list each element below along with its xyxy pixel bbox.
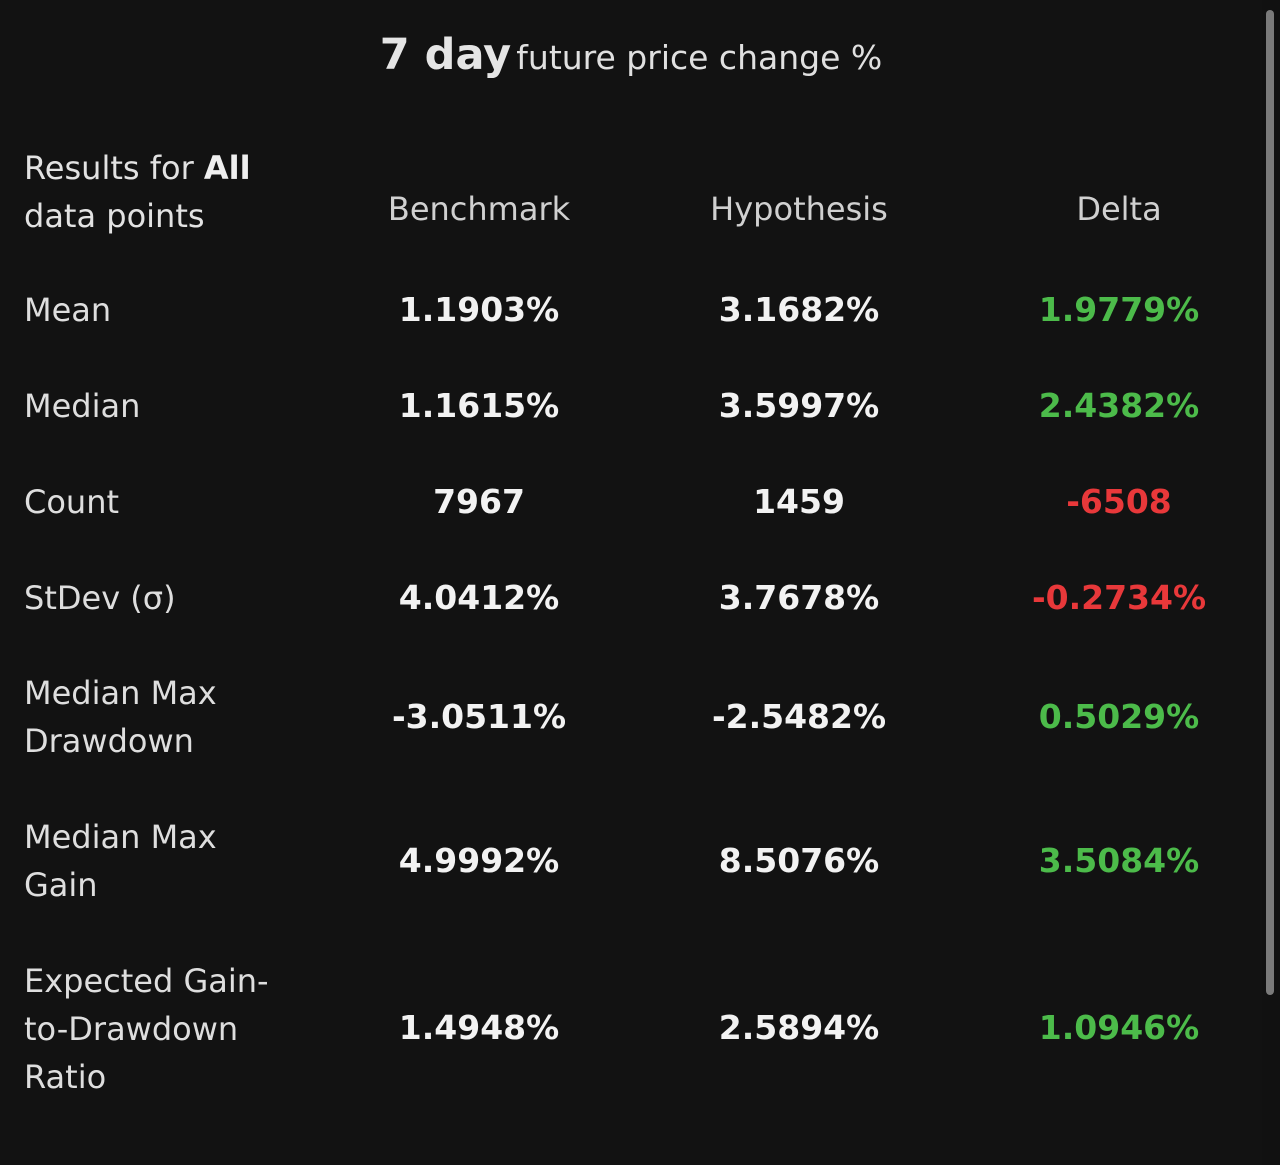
- row-label-median-max-gain: Median Max Gain: [24, 813, 324, 909]
- cell-stdev-delta: -0.2734%: [1031, 578, 1207, 617]
- cell-count-hypothesis: 1459: [753, 482, 845, 521]
- title-rest: future price change %: [516, 38, 883, 77]
- cell-count-delta: -6508: [1066, 482, 1172, 521]
- title-bold: 7 day: [379, 30, 512, 80]
- cell-stdev-benchmark: 4.0412%: [398, 578, 560, 617]
- results-for-label: Results for All data points: [24, 144, 324, 240]
- column-header-benchmark: Benchmark: [387, 190, 571, 228]
- cell-stdev-hypothesis: 3.7678%: [718, 578, 880, 617]
- row-label-gain-to-drawdown-ratio: Expected Gain- to-Drawdown Ratio: [24, 957, 324, 1101]
- results-for-selection: All: [203, 149, 251, 187]
- row-label-median-max-gain-line1: Median Max: [24, 818, 217, 856]
- row-label-stdev: StDev (σ): [24, 579, 176, 617]
- cell-gain-benchmark: 4.9992%: [398, 841, 560, 880]
- cell-ratio-delta: 1.0946%: [1038, 1008, 1200, 1047]
- cell-drawdown-benchmark: -3.0511%: [391, 697, 567, 736]
- column-header-hypothesis: Hypothesis: [710, 190, 888, 228]
- cell-ratio-hypothesis: 2.5894%: [718, 1008, 880, 1047]
- cell-mean-hypothesis: 3.1682%: [718, 290, 880, 329]
- cell-median-hypothesis: 3.5997%: [718, 386, 880, 425]
- cell-gain-hypothesis: 8.5076%: [718, 841, 880, 880]
- column-header-delta: Delta: [1076, 190, 1162, 228]
- cell-drawdown-delta: 0.5029%: [1038, 697, 1200, 736]
- panel-title: 7 day future price change %: [0, 30, 1262, 80]
- cell-median-delta: 2.4382%: [1038, 386, 1200, 425]
- row-label-ratio-line2: to-Drawdown: [24, 1010, 239, 1048]
- row-label-median-max-drawdown: Median Max Drawdown: [24, 669, 324, 765]
- results-for-prefix: Results for: [24, 149, 204, 187]
- row-label-median: Median: [24, 387, 141, 425]
- row-label-ratio-line1: Expected Gain-: [24, 962, 269, 1000]
- results-for-suffix: data points: [24, 197, 205, 235]
- row-label-median-max-drawdown-line2: Drawdown: [24, 722, 194, 760]
- cell-drawdown-hypothesis: -2.5482%: [711, 697, 887, 736]
- vertical-scrollbar[interactable]: [1266, 10, 1274, 995]
- cell-ratio-benchmark: 1.4948%: [398, 1008, 560, 1047]
- cell-mean-benchmark: 1.1903%: [398, 290, 560, 329]
- row-label-median-max-gain-line2: Gain: [24, 866, 98, 904]
- row-label-mean: Mean: [24, 291, 112, 329]
- cell-mean-delta: 1.9779%: [1038, 290, 1200, 329]
- row-label-median-max-drawdown-line1: Median Max: [24, 674, 217, 712]
- cell-median-benchmark: 1.1615%: [398, 386, 560, 425]
- row-label-count: Count: [24, 483, 120, 521]
- row-label-ratio-line3: Ratio: [24, 1058, 107, 1096]
- cell-count-benchmark: 7967: [433, 482, 525, 521]
- cell-gain-delta: 3.5084%: [1038, 841, 1200, 880]
